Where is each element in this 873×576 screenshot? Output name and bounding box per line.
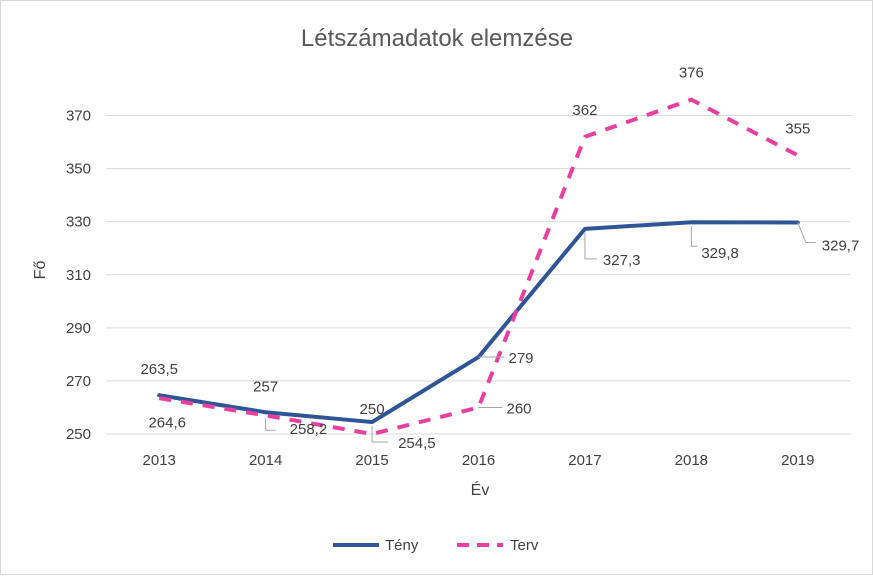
x-tick-label: 2014 bbox=[249, 452, 282, 469]
y-tick-label: 370 bbox=[66, 108, 91, 125]
data-label-teny: 329,8 bbox=[701, 245, 739, 262]
data-label-teny: 254,5 bbox=[398, 435, 436, 452]
data-label-teny: 279 bbox=[509, 350, 534, 367]
data-labels: 264,6 258,2 254,5 279 327,3 329,8 329,7 263,5 25… bbox=[140, 65, 859, 452]
data-label-teny: 258,2 bbox=[290, 421, 328, 438]
data-label-terv: 250 bbox=[360, 401, 385, 418]
data-label-leader bbox=[584, 232, 597, 260]
data-label-leader bbox=[265, 418, 276, 431]
data-label-leader bbox=[371, 426, 389, 443]
legend-label-terv: Terv bbox=[510, 537, 539, 554]
y-tick-label: 250 bbox=[66, 426, 91, 443]
x-axis-ticks: 2013 2014 2015 2016 2017 2018 2019 bbox=[143, 452, 815, 469]
data-label-terv: 257 bbox=[253, 378, 278, 395]
data-label-terv: 362 bbox=[572, 102, 597, 119]
data-label-terv: 260 bbox=[507, 400, 532, 417]
chart-title: Létszámadatok elemzése bbox=[301, 25, 573, 52]
x-tick-label: 2019 bbox=[781, 452, 814, 469]
x-tick-label: 2016 bbox=[462, 452, 495, 469]
x-tick-label: 2018 bbox=[675, 452, 708, 469]
legend: Tény Terv bbox=[333, 537, 539, 554]
data-label-teny: 329,7 bbox=[822, 237, 860, 254]
legend-label-teny: Tény bbox=[385, 537, 419, 554]
y-tick-label: 350 bbox=[66, 161, 91, 178]
data-label-terv: 376 bbox=[679, 65, 704, 82]
y-tick-label: 290 bbox=[66, 320, 91, 337]
data-label-leader bbox=[690, 226, 698, 247]
data-label-teny: 327,3 bbox=[603, 252, 641, 269]
gridlines bbox=[106, 115, 851, 435]
y-tick-label: 270 bbox=[66, 373, 91, 390]
data-label-teny: 264,6 bbox=[148, 414, 186, 431]
data-label-terv: 263,5 bbox=[140, 361, 178, 378]
x-tick-label: 2015 bbox=[355, 452, 388, 469]
data-label-leader bbox=[797, 222, 816, 243]
label-leader-lines bbox=[265, 222, 816, 443]
y-axis-ticks: 250 270 290 310 330 350 370 bbox=[66, 108, 91, 443]
x-axis-title: Év bbox=[471, 480, 490, 499]
series-line-terv bbox=[158, 97, 799, 436]
x-tick-label: 2013 bbox=[143, 452, 176, 469]
y-axis-title: Fő bbox=[32, 261, 49, 280]
x-tick-label: 2017 bbox=[568, 452, 601, 469]
data-label-terv: 355 bbox=[785, 120, 810, 137]
y-tick-label: 330 bbox=[66, 214, 91, 231]
y-tick-label: 310 bbox=[66, 267, 91, 284]
